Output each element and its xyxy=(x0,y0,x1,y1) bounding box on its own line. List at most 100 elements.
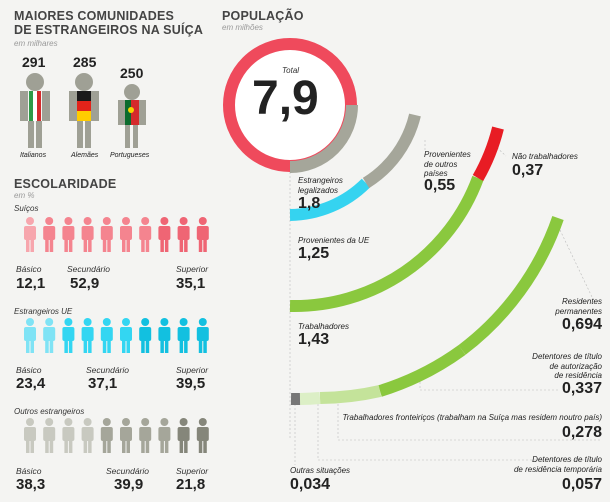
edu-person-leg xyxy=(45,440,49,453)
arc-temporary xyxy=(299,392,321,405)
edu-person-head xyxy=(64,318,73,326)
edu-value-secondary-swiss: 52,9 xyxy=(70,275,100,292)
guide-permanent xyxy=(559,229,593,298)
edu-person-head xyxy=(102,418,111,426)
edu-person xyxy=(81,217,94,252)
edu-person-head xyxy=(45,318,54,326)
edu-label-basic-eu: Básico xyxy=(16,365,42,375)
edu-person xyxy=(158,217,171,252)
figure-head xyxy=(26,73,44,91)
arc-ue xyxy=(289,178,371,221)
edu-person-leg xyxy=(160,239,164,252)
edu-person-body xyxy=(139,226,152,240)
edu-value-higher-eu: 39,5 xyxy=(176,375,206,392)
figure-portugueses xyxy=(118,84,146,148)
seg-authorization-line3: de residência xyxy=(554,371,602,380)
flag-gold xyxy=(77,111,91,121)
edu-person-leg xyxy=(122,340,126,353)
edu-person-head xyxy=(179,418,188,426)
edu-person-head xyxy=(122,318,130,326)
edu-person-head xyxy=(160,318,169,326)
seg-other-countries-line2: de outros xyxy=(424,159,458,169)
edu-person xyxy=(120,217,132,252)
edu-person-head xyxy=(64,418,73,426)
edu-person-body xyxy=(158,327,171,341)
edu-person-leg xyxy=(198,340,203,353)
total-label: Total xyxy=(282,66,300,75)
seg-other-countries-label: Provenientes de outros países xyxy=(424,150,471,179)
edu-person xyxy=(196,418,209,453)
edu-person-body xyxy=(81,327,94,341)
edu-person-leg xyxy=(184,239,188,252)
edu-person xyxy=(139,217,152,252)
edu-person xyxy=(100,318,113,353)
community-figures xyxy=(20,73,146,148)
population-arcs xyxy=(289,104,564,406)
edu-person-head xyxy=(122,418,130,426)
seg-frontier-label: Trabalhadores fronteiriços (trabalham na… xyxy=(342,413,602,422)
edu-person xyxy=(24,418,36,453)
edu-person-body xyxy=(43,327,56,341)
edu-person-head xyxy=(122,217,130,225)
seg-authorization-line1: Detentores de título xyxy=(532,352,602,361)
figure-leg-right xyxy=(36,121,42,148)
edu-person-head xyxy=(102,318,111,326)
edu-person-leg xyxy=(26,440,30,453)
seg-other-countries-line3: países xyxy=(424,169,448,178)
edu-label-basic-swiss: Básico xyxy=(16,264,42,274)
edu-label-secondary-swiss: Secundário xyxy=(67,264,111,274)
edu-person-leg xyxy=(122,440,126,453)
arc-non-workers xyxy=(472,126,504,181)
figure-leg-left xyxy=(125,125,130,148)
edu-person-leg xyxy=(26,239,30,252)
edu-person-body xyxy=(81,427,94,441)
arc-authorization xyxy=(378,345,466,397)
edu-person-body xyxy=(120,427,132,441)
edu-person-body xyxy=(177,226,190,240)
edu-person-leg xyxy=(164,340,169,353)
edu-title: ESCOLARIDADE xyxy=(14,177,117,191)
figure-leg-left xyxy=(77,121,83,148)
figure-head xyxy=(124,84,140,100)
edu-person-leg xyxy=(45,340,49,353)
edu-person xyxy=(196,318,209,353)
flag-red xyxy=(131,100,139,125)
edu-person-leg xyxy=(203,440,207,453)
flag-green xyxy=(125,100,131,125)
edu-person-leg xyxy=(141,239,145,252)
figure-leg-right xyxy=(85,121,91,148)
seg-permanent-line1: Residentes xyxy=(561,297,602,306)
edu-value-secondary-eu: 37,1 xyxy=(88,375,118,392)
edu-person-head xyxy=(45,217,54,225)
edu-value-basic-other: 38,3 xyxy=(16,476,46,493)
edu-person xyxy=(120,318,132,353)
edu-person-body xyxy=(158,427,171,441)
edu-person-body xyxy=(120,226,132,240)
edu-person-leg xyxy=(141,440,145,453)
edu-person-leg xyxy=(30,340,34,353)
seg-temporary-line2: de residência temporária xyxy=(513,464,602,474)
edu-person-leg xyxy=(49,340,54,353)
arc-workers xyxy=(289,175,484,313)
figure-leg-right xyxy=(133,125,138,148)
figure-arm-left xyxy=(20,91,28,121)
edu-person-head xyxy=(198,217,207,225)
edu-person-body xyxy=(196,327,209,341)
edu-person-leg xyxy=(184,440,188,453)
edu-value-secondary-other: 39,9 xyxy=(114,476,144,493)
figure-arm-right xyxy=(42,91,50,121)
figure-arm-right xyxy=(91,91,99,121)
edu-person-head xyxy=(141,418,150,426)
edu-label-higher-other: Superior xyxy=(176,466,209,476)
edu-person-body xyxy=(177,427,190,441)
edu-person xyxy=(158,318,171,353)
edu-person-leg xyxy=(179,239,184,252)
community-label-portugueses: Portugueses xyxy=(110,152,150,159)
edu-person-body xyxy=(139,427,152,441)
edu-person-leg xyxy=(83,239,88,252)
edu-person-leg xyxy=(145,239,150,252)
edu-person xyxy=(43,418,56,453)
seg-other-situations-value: 0,034 xyxy=(290,476,331,493)
communities-title-line1: MAIORES COMUNIDADES xyxy=(14,9,175,23)
